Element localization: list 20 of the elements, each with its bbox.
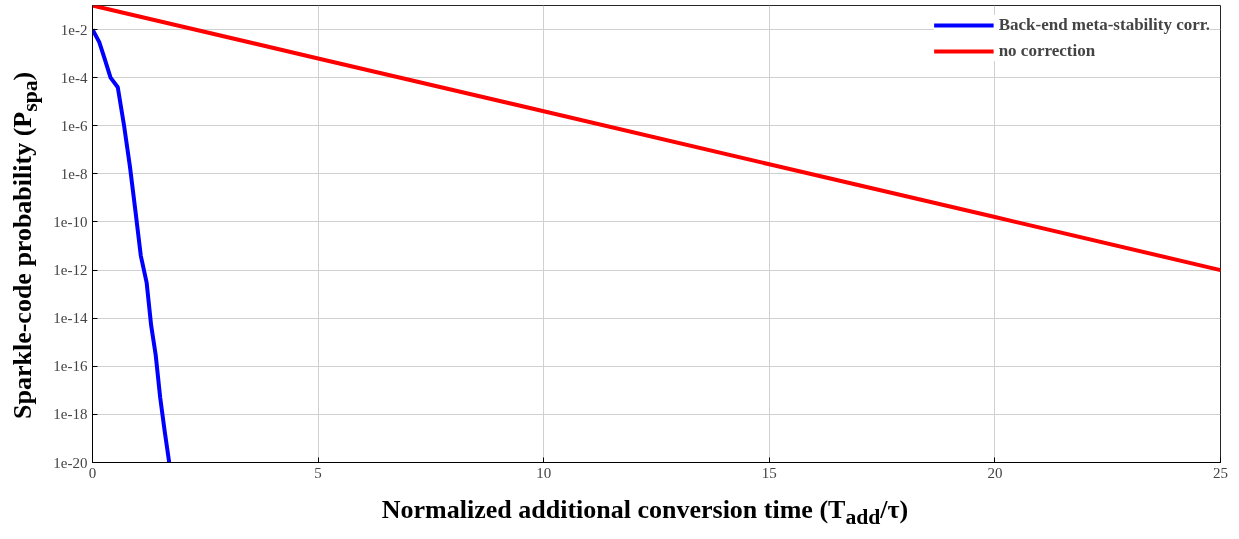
- y-tick-label: 1e-4: [60, 69, 88, 86]
- y-tick-label: 1e-8: [60, 165, 88, 182]
- x-tick-label: 20: [987, 464, 1003, 481]
- line-series: [92, 5, 1221, 273]
- x-tick-label: 0: [88, 464, 97, 481]
- y-tick-label: 1e-20: [53, 454, 88, 471]
- x-tick-label: 5: [314, 464, 322, 481]
- legend-label: Back-end meta-stability corr.: [998, 15, 1210, 35]
- x-tick-label: 10: [536, 464, 552, 481]
- y-tick-label: 1e-10: [53, 213, 88, 230]
- x-axis-title: Normalized additional conversion time (T$_{add}$/τ): [381, 495, 909, 532]
- y-tick-label: 1e-2: [60, 21, 88, 38]
- y-tick-label: 1e-12: [53, 262, 88, 279]
- legend-label: no correction: [998, 41, 1096, 61]
- x-tick-label: 25: [1213, 464, 1228, 481]
- y-tick-label: 1e-6: [60, 117, 88, 134]
- x-tick-label: 15: [761, 464, 777, 481]
- y-tick-label: 1e-14: [53, 310, 88, 327]
- y-tick-label: 1e-16: [53, 358, 88, 375]
- y-tick-label: 1e-18: [53, 406, 88, 423]
